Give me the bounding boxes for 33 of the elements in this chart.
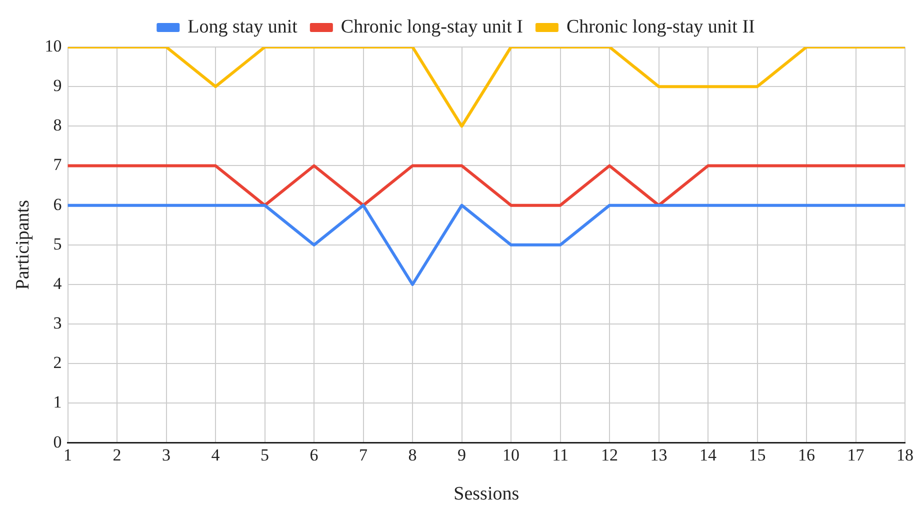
x-tick-label: 9: [458, 445, 466, 464]
x-tick-label: 16: [798, 445, 816, 464]
legend-label: Long stay unit: [188, 16, 298, 38]
x-tick-label: 15: [748, 445, 766, 464]
y-tick-label: 5: [53, 234, 62, 254]
y-tick-label: 4: [53, 274, 62, 293]
y-tick-label: 10: [44, 36, 62, 56]
x-tick-label: 3: [162, 445, 171, 464]
x-tick-label: 17: [847, 445, 865, 464]
y-tick-label: 8: [53, 116, 62, 135]
y-tick-label: 1: [53, 392, 62, 412]
x-tick-label: 2: [112, 445, 122, 464]
y-tick-label: 7: [53, 155, 62, 174]
x-tick-label: 12: [601, 445, 618, 464]
x-tick-label: 6: [310, 445, 318, 464]
x-tick-label: 18: [896, 445, 914, 464]
x-tick-label: 14: [700, 445, 718, 464]
x-tick-label: 10: [502, 445, 520, 464]
y-axis-title: Participants: [12, 200, 34, 290]
x-tick-label: 5: [260, 445, 270, 464]
x-tick-label: 7: [359, 445, 368, 464]
x-axis-title: Sessions: [454, 484, 520, 505]
legend-label: Chronic long-stay unit II: [566, 16, 755, 38]
y-tick-label: 6: [53, 194, 62, 214]
y-tick-label: 2: [53, 353, 62, 372]
y-tick-label: 3: [53, 314, 62, 333]
x-tick-label: 4: [211, 445, 220, 464]
y-tick-label: 0: [53, 432, 62, 452]
legend-label: Chronic long-stay unit I: [340, 16, 523, 38]
x-tick-label: 8: [408, 445, 417, 464]
x-tick-label: 11: [552, 445, 568, 464]
y-tick-label: 9: [53, 76, 62, 96]
x-tick-label: 13: [650, 445, 668, 464]
